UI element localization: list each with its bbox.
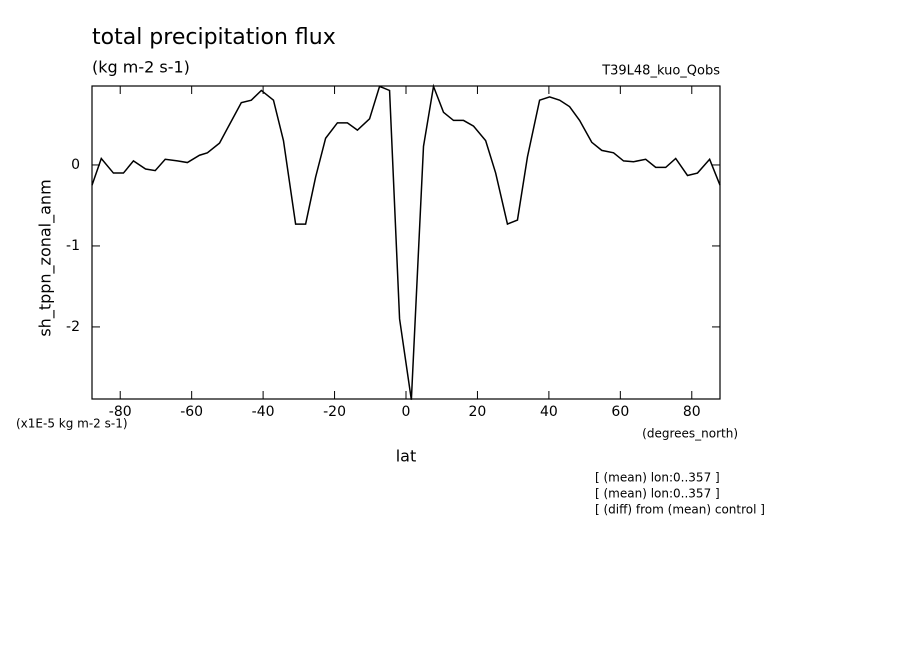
- x-tick-label: -60: [180, 404, 203, 420]
- y-tick-label: 0: [71, 157, 80, 173]
- data-line: [91, 83, 721, 400]
- y-units: (x1E-5 kg m-2 s-1): [16, 417, 128, 431]
- y-tick-label: -1: [66, 238, 80, 254]
- dataset-label: T39L48_kuo_Qobs: [601, 64, 720, 79]
- x-tick-label: 20: [469, 404, 487, 420]
- x-tick-label: -40: [252, 404, 275, 420]
- y-tick-label: -2: [66, 319, 80, 335]
- note: [ (mean) lon:0..357 ]: [595, 487, 720, 501]
- x-tick-label: 80: [683, 404, 701, 420]
- x-tick-label: 0: [402, 404, 411, 420]
- x-tick-label: 40: [540, 404, 558, 420]
- chart-title: total precipitation flux: [92, 25, 336, 50]
- x-tick-label: -20: [323, 404, 346, 420]
- note: [ (diff) from (mean) control ]: [595, 503, 765, 517]
- chart-subtitle: (kg m-2 s-1): [92, 58, 190, 77]
- x-tick-label: 60: [611, 404, 629, 420]
- x-units: (degrees_north): [642, 427, 738, 441]
- x-tick-label: -80: [109, 404, 132, 420]
- plot-frame: [91, 85, 721, 400]
- x-axis-label: lat: [396, 447, 417, 466]
- y-axis-label: sh_tppn_zonal_anm: [36, 179, 56, 336]
- note: [ (mean) lon:0..357 ]: [595, 471, 720, 485]
